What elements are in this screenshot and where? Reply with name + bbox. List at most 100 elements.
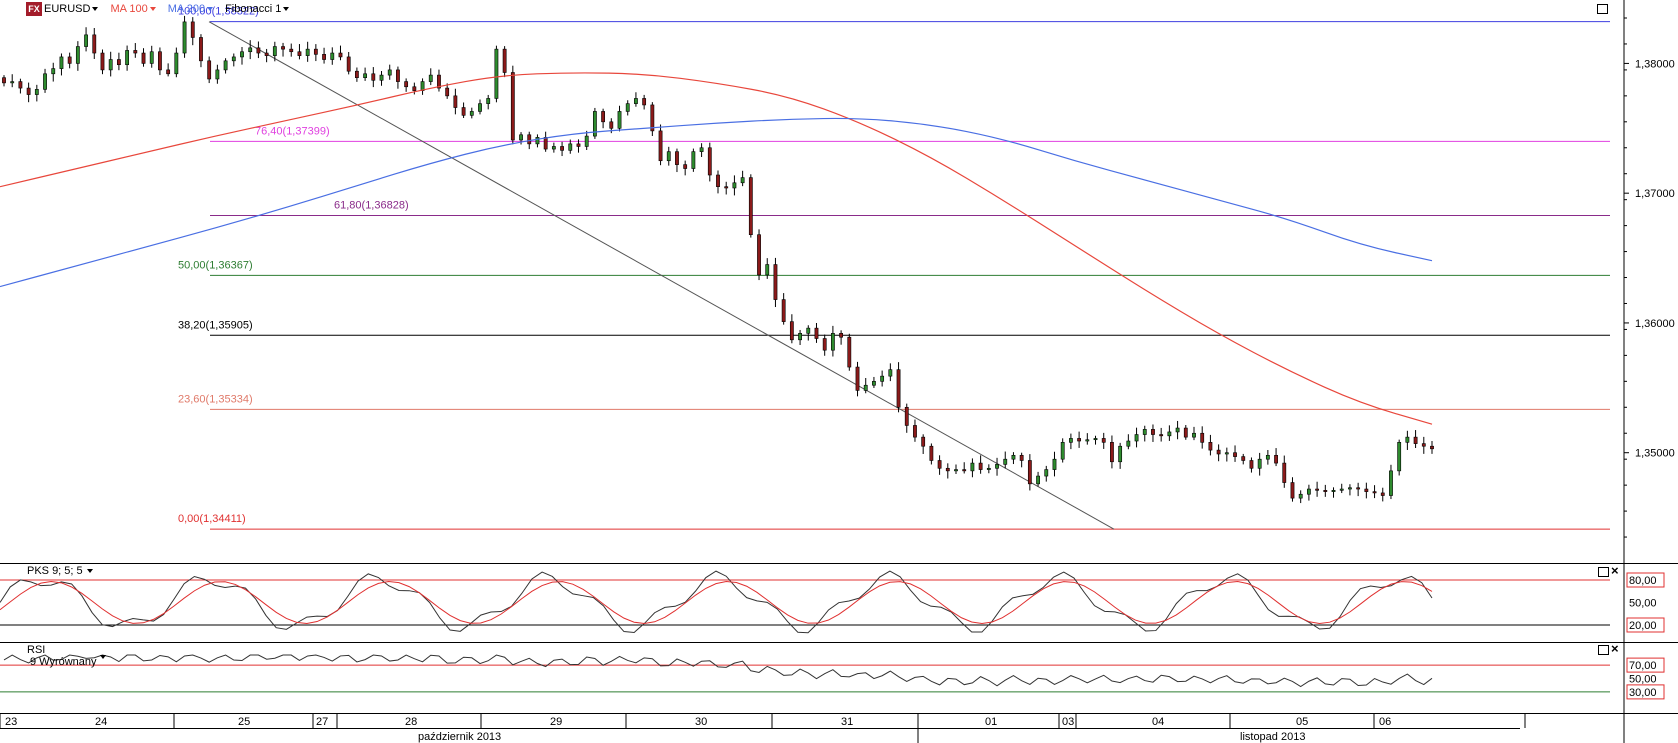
candle-body — [855, 366, 860, 391]
ma100-selector[interactable]: MA 100 — [110, 3, 156, 15]
candle-body — [945, 467, 950, 472]
candle-body — [338, 52, 343, 58]
candle-body — [1175, 427, 1180, 433]
candle-body — [1192, 432, 1196, 438]
dropdown-arrow-icon[interactable] — [283, 7, 290, 11]
candle-body — [904, 406, 909, 426]
candle-body — [1430, 445, 1434, 450]
candle-body — [1233, 452, 1237, 457]
candle-body — [822, 338, 827, 351]
dropdown-arrow-icon[interactable] — [86, 569, 93, 573]
day-label: 05 — [1296, 716, 1308, 728]
candle-body — [264, 52, 269, 56]
candle-body — [240, 51, 244, 58]
dropdown-arrow-icon[interactable] — [207, 7, 214, 11]
candle-body — [297, 51, 302, 56]
price-tick-label: 1,38000 — [1635, 58, 1675, 70]
rsi-indicator-sublabel[interactable]: 9 Wyrównany — [30, 656, 97, 668]
candle-body — [535, 137, 540, 145]
candle-body — [560, 146, 564, 151]
candle-body — [1257, 458, 1262, 469]
candle-body — [1093, 438, 1098, 441]
fx-logo-icon: FX — [26, 2, 42, 16]
maximize-rsi-icon[interactable] — [1598, 645, 1609, 655]
candle-body — [1183, 427, 1188, 438]
candle-body — [1224, 452, 1229, 455]
candle-body — [1421, 443, 1426, 447]
candle-body — [929, 445, 934, 461]
candle-body — [1372, 491, 1377, 494]
fib-level-label: 61,80(1,36828) — [334, 199, 409, 211]
candle-body — [707, 147, 712, 176]
candle-body — [543, 137, 548, 150]
candle-body — [207, 60, 212, 80]
price-tick-label: 1,36000 — [1635, 318, 1675, 330]
candle-body — [634, 98, 638, 104]
candle-body — [34, 89, 39, 95]
candle-body — [116, 59, 121, 66]
maximize-pks-icon[interactable] — [1598, 567, 1609, 577]
ma100-label: MA 100 — [110, 3, 148, 15]
candle-body — [601, 111, 606, 123]
candle-body — [18, 81, 23, 89]
dropdown-arrow-icon[interactable] — [92, 7, 99, 11]
day-label: 31 — [841, 716, 853, 728]
candle-body — [502, 48, 507, 73]
pks-indicator-label[interactable]: PKS 9; 5; 5 — [27, 565, 93, 577]
rsi-sublabel-text: 9 Wyrównany — [30, 656, 97, 668]
price-tick-label: 1,35000 — [1635, 448, 1675, 460]
candle-body — [1348, 487, 1352, 490]
fib-level-label: 76,40(1,37399) — [255, 125, 330, 137]
fibonacci-selector[interactable]: Fibonacci 1 — [225, 3, 290, 15]
candle-body — [986, 467, 991, 470]
candle-body — [420, 81, 425, 91]
top-edge — [1, 19, 1678, 20]
dropdown-arrow-icon[interactable] — [149, 7, 156, 11]
maximize-main-icon[interactable] — [1597, 4, 1608, 14]
candle-body — [839, 333, 844, 338]
candle-body — [617, 111, 622, 129]
pks-level-box — [1626, 617, 1665, 633]
candle-body — [1249, 460, 1254, 469]
candle-body — [166, 69, 171, 75]
candle-body — [896, 369, 901, 408]
candle-body — [757, 234, 761, 276]
rsi-tick-label: 30,00 — [1629, 687, 1657, 699]
candle-body — [1265, 454, 1270, 460]
symbol-selector[interactable]: EURUSD — [44, 3, 99, 15]
fib-trend-line — [208, 21, 1115, 530]
candle-body — [445, 87, 450, 97]
candle-body — [1290, 482, 1295, 499]
candle-body — [798, 333, 802, 341]
month-label: październik 2013 — [418, 731, 501, 743]
dropdown-arrow-icon[interactable] — [100, 655, 106, 659]
candle-body — [789, 321, 794, 341]
ma200-line — [0, 117, 1433, 288]
fibonacci-label: Fibonacci 1 — [225, 3, 282, 15]
close-rsi-icon[interactable]: × — [1611, 641, 1619, 656]
ma200-selector[interactable]: MA 200 — [168, 3, 214, 15]
candle-body — [141, 52, 146, 64]
candle-body — [190, 21, 195, 38]
candle-body — [650, 104, 655, 132]
candle-body — [26, 87, 31, 95]
candle-body — [1134, 434, 1139, 442]
candle-body — [691, 151, 696, 169]
chart-toolbar: FX EURUSD MA 100 MA 200 Fibonacci 1 — [0, 0, 301, 18]
close-pks-icon[interactable]: × — [1611, 563, 1619, 578]
candle-body — [305, 48, 310, 56]
candle-body — [592, 111, 597, 137]
candle-body — [1413, 436, 1418, 444]
candle-body — [43, 73, 47, 90]
rsi-indicator-label[interactable]: RSI — [27, 644, 45, 656]
candle-body — [1060, 442, 1065, 460]
candle-body — [313, 48, 318, 55]
candle-body — [215, 69, 220, 80]
candle-body — [913, 425, 917, 438]
candle-body — [995, 464, 999, 469]
day-label: 25 — [238, 716, 250, 728]
candle-body — [486, 98, 491, 104]
candle-body — [158, 51, 162, 71]
candle-body — [765, 264, 770, 276]
